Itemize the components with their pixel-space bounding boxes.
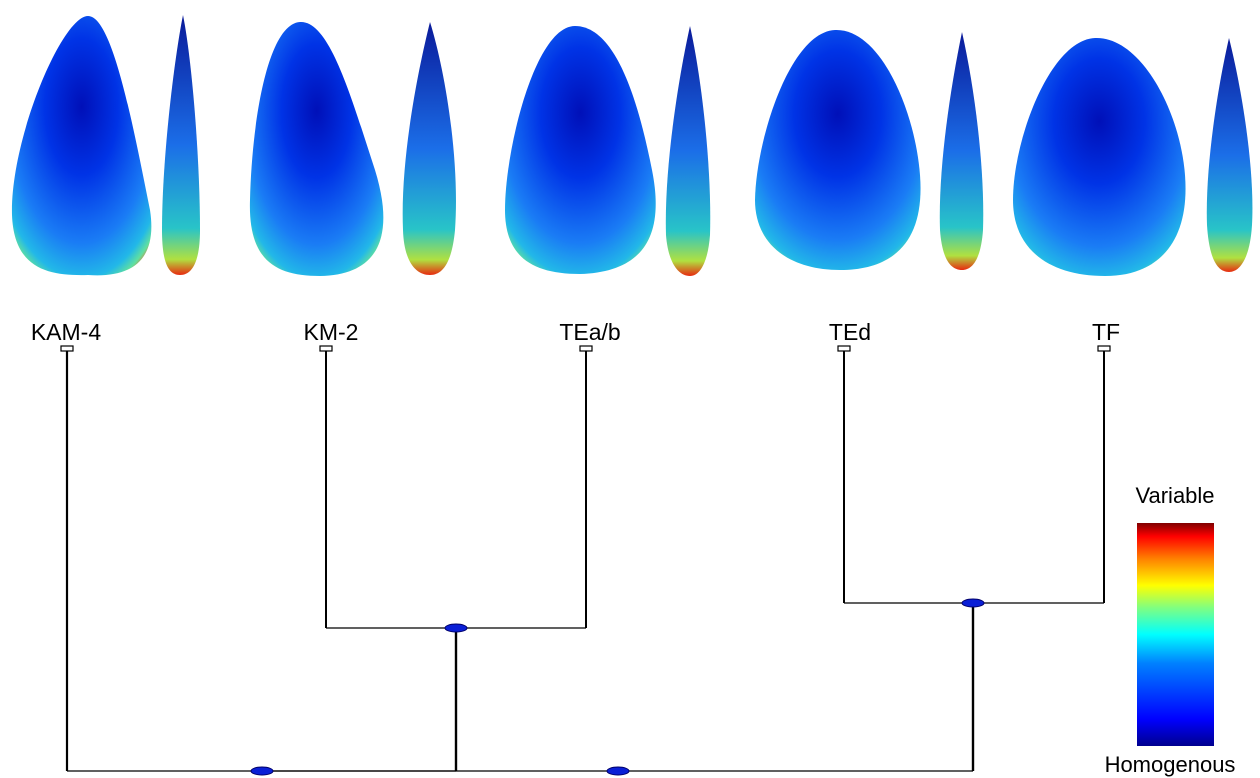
specimen-teab [505, 26, 711, 276]
ted-side-view [939, 32, 984, 270]
legend-colorbar [1137, 523, 1214, 746]
taxon-label-teab: TEa/b [559, 319, 620, 345]
teab-front-view [505, 26, 656, 274]
color-legend: Variable Homogenous [1105, 483, 1236, 777]
ted-front-view [755, 29, 921, 271]
teab-side-view [665, 26, 711, 276]
kam4-side-view [162, 15, 200, 275]
tf-side-view [1206, 38, 1253, 272]
km2-side-view [402, 22, 456, 275]
dendrogram [65, 351, 1105, 772]
tip-box-tf [1097, 345, 1111, 352]
taxon-label-ted: TEd [829, 319, 871, 345]
tf-front-view [1013, 37, 1186, 277]
kam4-front-view [11, 16, 152, 276]
taxon-label-kam4: KAM-4 [31, 319, 102, 345]
node-kam4-clade [250, 766, 274, 776]
legend-top-label: Variable [1135, 483, 1214, 508]
node-root [606, 766, 630, 776]
tip-box-kam4 [60, 345, 74, 352]
specimen-ted [755, 29, 984, 271]
tip-box-ted [837, 345, 851, 352]
specimen-km2 [249, 21, 456, 277]
tip-box-teab [579, 345, 593, 352]
specimen-kam4 [11, 15, 200, 276]
taxon-label-km2: KM-2 [304, 319, 359, 345]
legend-bottom-label: Homogenous [1105, 752, 1236, 777]
node-km2-teab [444, 623, 468, 633]
taxon-label-tf: TF [1092, 319, 1120, 345]
specimen-tf [1013, 37, 1253, 277]
km2-front-view [249, 21, 384, 277]
tip-box-km2 [319, 345, 333, 352]
node-ted-tf [961, 598, 985, 608]
